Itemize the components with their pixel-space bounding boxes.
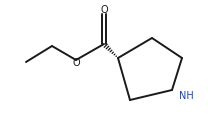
Text: NH: NH [179, 91, 193, 101]
Text: O: O [72, 58, 80, 68]
Text: O: O [100, 5, 108, 15]
